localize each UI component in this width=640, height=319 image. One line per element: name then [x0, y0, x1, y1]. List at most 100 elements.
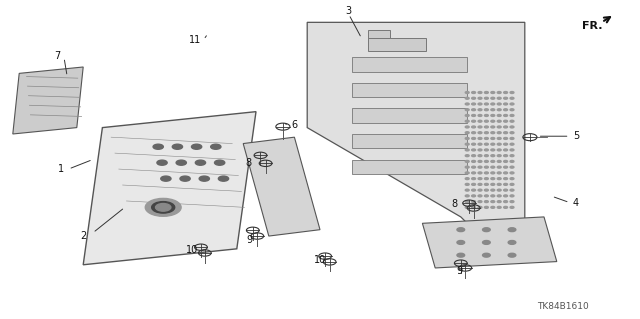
- Circle shape: [491, 149, 495, 151]
- Circle shape: [472, 97, 476, 99]
- Circle shape: [497, 109, 501, 111]
- Circle shape: [465, 120, 469, 122]
- Circle shape: [478, 183, 482, 185]
- Circle shape: [465, 132, 469, 134]
- Circle shape: [478, 172, 482, 174]
- Circle shape: [478, 155, 482, 157]
- Circle shape: [484, 183, 488, 185]
- Circle shape: [497, 126, 501, 128]
- Circle shape: [497, 115, 501, 116]
- Circle shape: [504, 115, 508, 116]
- Circle shape: [510, 120, 514, 122]
- Circle shape: [508, 253, 516, 257]
- Circle shape: [491, 155, 495, 157]
- Text: 7: 7: [54, 51, 61, 61]
- Circle shape: [504, 103, 508, 105]
- Circle shape: [510, 149, 514, 151]
- Circle shape: [472, 103, 476, 105]
- Circle shape: [478, 97, 482, 99]
- Text: 11: 11: [189, 35, 202, 45]
- Circle shape: [491, 178, 495, 180]
- FancyBboxPatch shape: [368, 38, 426, 51]
- Circle shape: [510, 172, 514, 174]
- Circle shape: [510, 92, 514, 93]
- Circle shape: [478, 126, 482, 128]
- Circle shape: [472, 149, 476, 151]
- Circle shape: [484, 120, 488, 122]
- Circle shape: [478, 103, 482, 105]
- Text: 10: 10: [314, 255, 326, 265]
- Circle shape: [497, 206, 501, 208]
- Circle shape: [484, 160, 488, 162]
- Circle shape: [472, 132, 476, 134]
- Circle shape: [465, 92, 469, 93]
- Circle shape: [465, 103, 469, 105]
- Circle shape: [457, 253, 465, 257]
- Circle shape: [504, 183, 508, 185]
- Circle shape: [504, 160, 508, 162]
- Text: FR.: FR.: [582, 20, 603, 31]
- Circle shape: [504, 149, 508, 151]
- Circle shape: [491, 103, 495, 105]
- Circle shape: [472, 172, 476, 174]
- Circle shape: [484, 97, 488, 99]
- Circle shape: [478, 143, 482, 145]
- Circle shape: [472, 189, 476, 191]
- Circle shape: [478, 178, 482, 180]
- Circle shape: [491, 166, 495, 168]
- Circle shape: [153, 144, 163, 149]
- Circle shape: [484, 189, 488, 191]
- Circle shape: [472, 92, 476, 93]
- FancyBboxPatch shape: [368, 30, 390, 38]
- Circle shape: [465, 160, 469, 162]
- Circle shape: [491, 109, 495, 111]
- Circle shape: [504, 132, 508, 134]
- Circle shape: [472, 160, 476, 162]
- Text: 1: 1: [58, 164, 64, 174]
- Circle shape: [478, 160, 482, 162]
- Circle shape: [483, 241, 490, 244]
- Circle shape: [510, 132, 514, 134]
- Circle shape: [161, 176, 171, 181]
- Circle shape: [491, 189, 495, 191]
- Text: 4: 4: [573, 197, 579, 208]
- Circle shape: [497, 143, 501, 145]
- Circle shape: [484, 126, 488, 128]
- Circle shape: [472, 137, 476, 139]
- Circle shape: [478, 132, 482, 134]
- Circle shape: [484, 149, 488, 151]
- Circle shape: [465, 206, 469, 208]
- Circle shape: [472, 201, 476, 203]
- Circle shape: [497, 103, 501, 105]
- Circle shape: [510, 160, 514, 162]
- Circle shape: [497, 97, 501, 99]
- Circle shape: [472, 143, 476, 145]
- Circle shape: [504, 143, 508, 145]
- Circle shape: [483, 228, 490, 232]
- Circle shape: [199, 176, 209, 181]
- Text: 9: 9: [246, 235, 253, 245]
- Circle shape: [510, 166, 514, 168]
- Circle shape: [472, 183, 476, 185]
- Circle shape: [504, 155, 508, 157]
- Circle shape: [478, 189, 482, 191]
- Circle shape: [497, 92, 501, 93]
- Circle shape: [497, 166, 501, 168]
- Circle shape: [484, 109, 488, 111]
- Circle shape: [472, 115, 476, 116]
- Circle shape: [478, 201, 482, 203]
- Circle shape: [504, 120, 508, 122]
- Circle shape: [465, 195, 469, 197]
- Circle shape: [465, 189, 469, 191]
- Circle shape: [510, 109, 514, 111]
- Circle shape: [491, 160, 495, 162]
- Circle shape: [472, 195, 476, 197]
- Circle shape: [504, 97, 508, 99]
- Circle shape: [484, 172, 488, 174]
- FancyBboxPatch shape: [352, 134, 467, 148]
- Circle shape: [510, 201, 514, 203]
- Circle shape: [504, 109, 508, 111]
- Circle shape: [478, 120, 482, 122]
- Circle shape: [152, 202, 175, 213]
- Circle shape: [504, 195, 508, 197]
